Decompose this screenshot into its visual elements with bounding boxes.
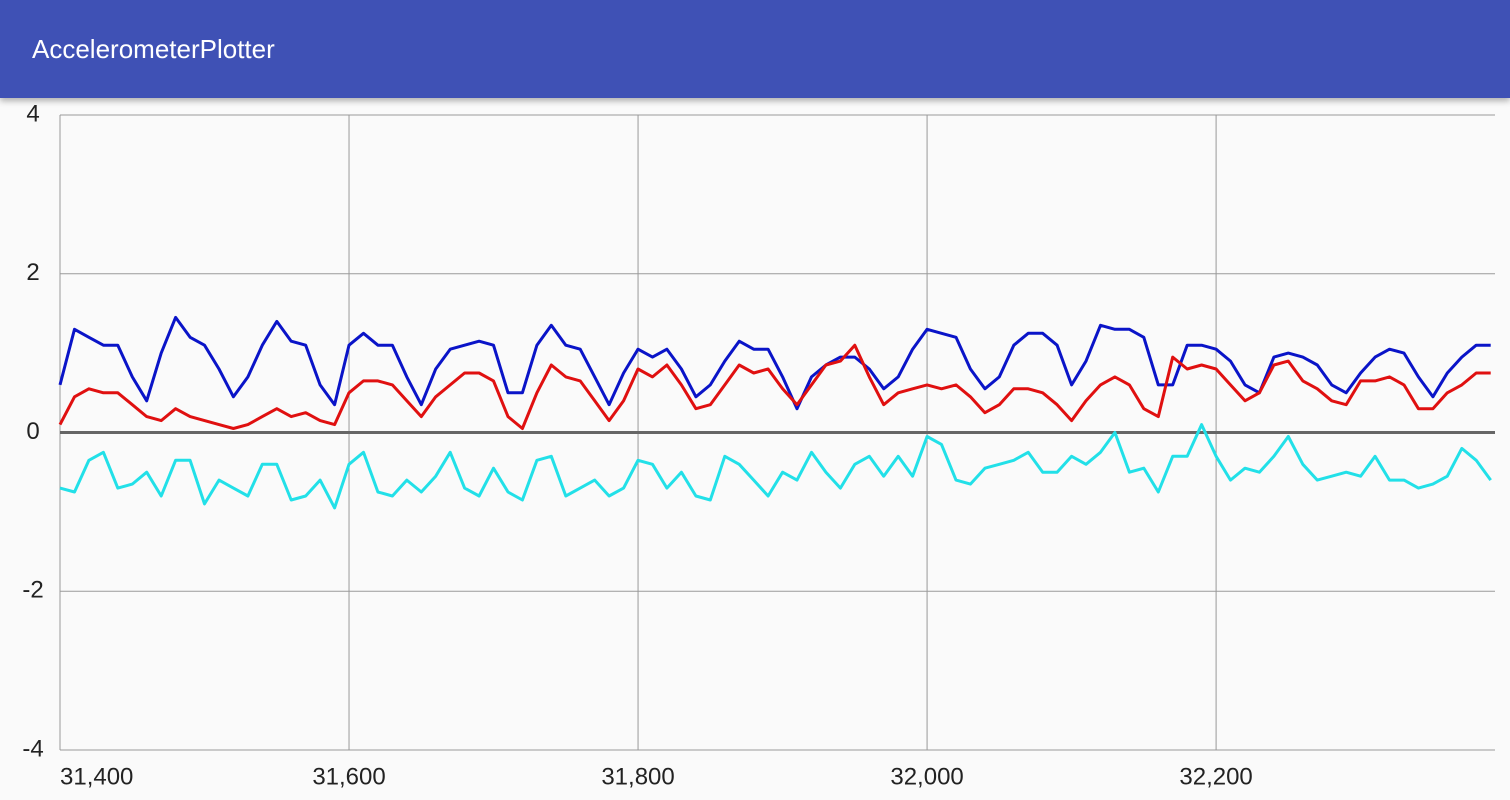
y-tick-label: -4	[22, 735, 43, 762]
x-tick-label: 32,200	[1179, 763, 1252, 790]
x-tick-label: 31,600	[312, 763, 385, 790]
data-line	[59, 423, 1492, 510]
data-line	[58, 343, 1491, 430]
x-tick-label: 31,800	[601, 763, 674, 790]
y-tick-label: 0	[26, 418, 39, 445]
x-tick-label: 31,400	[60, 763, 133, 790]
y-tick-label: -2	[22, 577, 43, 604]
data-line	[58, 315, 1491, 411]
y-tick-label: 4	[26, 100, 39, 127]
x-tick-label: 32,000	[890, 763, 963, 790]
y-tick-label: 2	[26, 259, 39, 286]
app-title: AccelerometerPlotter	[32, 34, 275, 64]
app-bar: AccelerometerPlotter	[0, 0, 1510, 98]
